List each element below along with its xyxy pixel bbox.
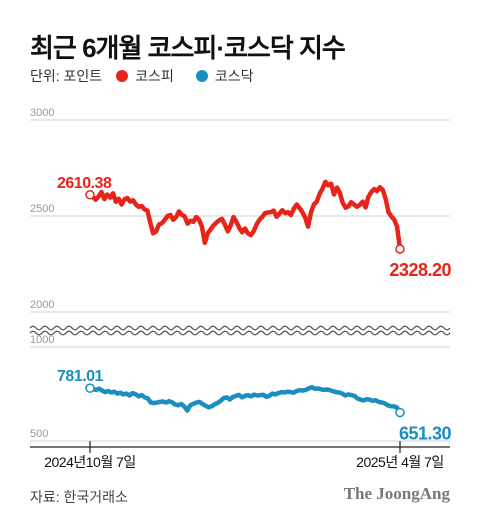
unit-label: 단위: 포인트 xyxy=(30,68,103,84)
start-point-marker xyxy=(85,190,95,200)
grid-lines: 3000 2500 2000 1000 500 xyxy=(30,107,450,442)
y-tick-label: 2500 xyxy=(30,203,54,215)
series-lines xyxy=(85,179,405,418)
y-tick-label: 3000 xyxy=(30,107,54,119)
publisher-logo: The JoongAng xyxy=(343,484,450,503)
y-tick-label: 1000 xyxy=(30,334,54,346)
series-line-kospi xyxy=(87,179,403,252)
legend: 단위: 포인트 코스피 코스닥 xyxy=(30,66,275,86)
end-value-label: 651.30 xyxy=(399,424,452,444)
x-end-label: 2025년 4월 7일 xyxy=(356,454,444,470)
start-value-label: 781.01 xyxy=(57,368,104,385)
y-tick-label: 2000 xyxy=(30,299,54,311)
axis-break xyxy=(29,325,451,336)
start-point-marker xyxy=(85,383,95,393)
chart-title: 최근 6개월 코스피·코스닥 지수 xyxy=(30,33,346,63)
legend-dot-kosdaq xyxy=(195,70,208,82)
end-point-marker xyxy=(395,244,405,254)
y-tick-label: 500 xyxy=(30,428,48,440)
end-point-marker xyxy=(395,407,405,418)
x-start-label: 2024년10월 7일 xyxy=(44,454,136,470)
legend-label-kospi: 코스피 xyxy=(135,68,174,84)
legend-dot-kospi xyxy=(116,70,129,82)
axis-break-wave xyxy=(29,325,451,331)
start-value-label: 2610.38 xyxy=(57,175,112,192)
legend-label-kosdaq: 코스닥 xyxy=(214,68,254,84)
x-axis: 2024년10월 7일 2025년 4월 7일 xyxy=(30,441,450,470)
legend-item-kosdaq: 코스닥 xyxy=(195,66,254,86)
chart-labels: 2610.38 2328.20 781.01 651.30 xyxy=(57,175,452,444)
axis-break-wave xyxy=(29,330,451,336)
series-line-kosdaq xyxy=(87,384,403,415)
legend-item-kospi: 코스피 xyxy=(116,66,174,86)
end-value-label: 2328.20 xyxy=(389,260,451,280)
source-note: 자료: 한국거래소 xyxy=(30,489,128,505)
